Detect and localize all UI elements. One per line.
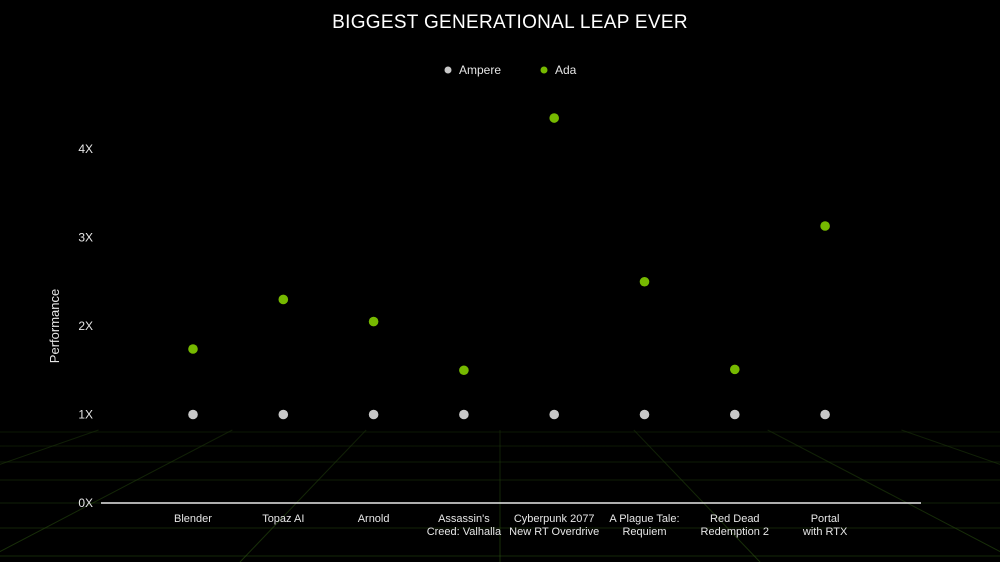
x-category-label: Portal with RTX [802,513,848,538]
point-ampere [639,409,650,420]
point-ada [459,365,469,376]
x-category-label: Arnold [358,513,390,525]
y-tick-label: 0X [78,496,93,510]
x-category-label: A Plague Tale: Requiem [609,513,679,538]
y-axis-label: Performance [47,289,62,363]
x-category-label: Blender [174,513,212,525]
x-category-label: Assassin's Creed: Valhalla [427,513,502,538]
x-category-label: Red Dead Redemption 2 [701,513,770,538]
point-ampere [730,409,740,420]
point-ada [549,113,559,123]
legend-label-ampere: Ampere [459,63,501,77]
x-category-label: Topaz AI [262,513,304,525]
point-ampere [368,409,379,420]
point-ampere [549,409,559,420]
x-category-label: Cyberpunk 2077 New RT Overdrive [509,513,599,538]
legend: Ampere Ada [444,63,577,77]
y-tick-label: 4X [78,142,93,156]
point-ampere [459,409,469,420]
y-tick-label: 2X [78,319,93,333]
legend-label-ada: Ada [555,63,577,77]
point-ada [188,344,198,354]
legend-marker-ampere [444,66,452,74]
point-ampere [278,409,289,420]
point-ada [368,316,379,327]
y-tick-label: 1X [78,408,93,422]
legend-marker-ada [540,66,548,74]
y-ticks: 0X 1X 2X 3X 4X [78,142,93,510]
point-ada [278,294,289,305]
y-tick-label: 3X [78,231,93,245]
point-ampere [188,409,198,420]
point-ada [639,276,650,287]
chart-title: BIGGEST GENERATIONAL LEAP EVER [332,12,688,33]
point-ada [730,364,740,375]
x-categories: Blender Topaz AI Arnold Assassin's Creed: Va… [174,513,848,538]
data-points [188,113,830,420]
point-ada [820,221,830,231]
point-ampere [820,409,830,420]
floor-fade [0,400,1000,562]
